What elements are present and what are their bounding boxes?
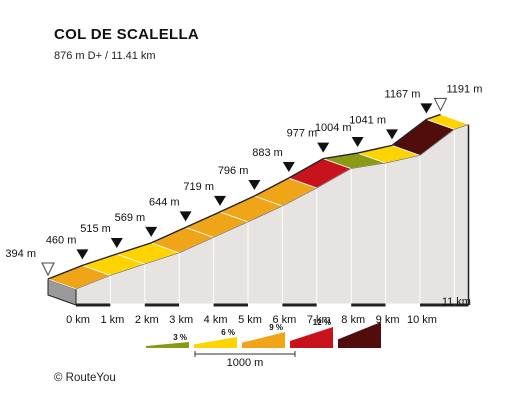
elevation-marker-icon (214, 195, 226, 206)
profile-side-wall (76, 124, 469, 306)
x-tick-label: 0 km (66, 314, 90, 326)
elevation-label: 1191 m (447, 83, 483, 95)
start-marker-icon (41, 262, 55, 277)
x-tick-label: 10 km (407, 314, 437, 326)
x-tick-label: 9 km (376, 314, 400, 326)
elevation-label: 394 m (5, 248, 36, 260)
chart-title: COL DE SCALELLA (54, 26, 200, 43)
x-tick-label: 8 km (341, 314, 365, 326)
chart-subtitle: 876 m D+ / 11.41 km (54, 50, 156, 62)
legend-swatch (194, 337, 237, 348)
legend-swatch (338, 322, 381, 348)
legend-label: 6 % (221, 328, 235, 337)
elevation-marker-icon (248, 179, 261, 190)
scale-label: 1000 m (227, 357, 264, 369)
elevation-marker-icon (179, 211, 192, 222)
legend-swatch (242, 332, 285, 348)
legend-label: 3 % (173, 333, 187, 342)
elevation-marker-icon (110, 238, 123, 249)
elevation-marker-icon (351, 137, 364, 148)
x-tick-label: 5 km (238, 314, 262, 326)
legend-label: 9 % (269, 323, 283, 332)
legend-swatch (290, 327, 333, 348)
elevation-marker-icon (317, 142, 330, 153)
elevation-marker-icon (420, 103, 433, 114)
elevation-label: 796 m (218, 165, 249, 177)
elevation-label: 1004 m (315, 122, 352, 134)
elevation-marker-icon (145, 226, 158, 237)
elevation-marker-icon (282, 162, 295, 173)
elevation-label: 977 m (287, 128, 318, 140)
elevation-label: 1041 m (349, 114, 386, 126)
elevation-label: 515 m (80, 223, 111, 235)
legend-swatch (146, 342, 189, 348)
x-tick-label: 2 km (135, 314, 159, 326)
elevation-label: 1167 m (385, 88, 421, 100)
elevation-label: 719 m (183, 181, 214, 193)
elevation-label: 644 m (149, 196, 180, 208)
profile-front-edge (47, 113, 441, 280)
x-tick-label: 11 km (442, 296, 471, 308)
x-tick-label: 7 km (307, 314, 331, 326)
elevation-marker-icon (76, 249, 89, 260)
elevation-label: 460 m (46, 234, 77, 246)
elevation-label: 569 m (115, 212, 146, 224)
x-tick-label: 3 km (169, 314, 193, 326)
profile-back-edge (75, 124, 469, 290)
elevation-marker-icon (386, 129, 398, 140)
x-tick-label: 6 km (272, 314, 296, 326)
credit-text: © RouteYou (54, 372, 116, 384)
legend-label: 12 % (313, 318, 331, 327)
x-tick-label: 4 km (204, 314, 228, 326)
elevation-label: 883 m (252, 147, 283, 159)
x-tick-label: 1 km (100, 314, 124, 326)
finish-marker-icon (433, 97, 448, 112)
